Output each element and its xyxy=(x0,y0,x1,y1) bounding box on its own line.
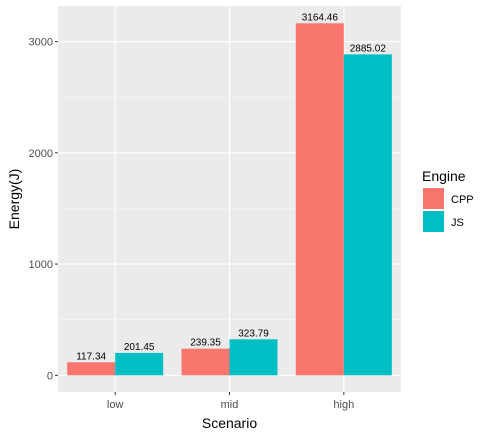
x-axis: low mid high xyxy=(107,392,354,411)
bar-js-high xyxy=(343,54,392,376)
bars xyxy=(67,23,392,376)
bar-cpp-high xyxy=(295,23,344,376)
bar-cpp-mid xyxy=(181,348,230,376)
data-label-js-high: 2885.02 xyxy=(350,43,387,54)
legend-key-js xyxy=(423,211,444,232)
bar-cpp-low xyxy=(67,362,116,376)
legend-label-js: JS xyxy=(451,217,464,229)
x-tick-label: low xyxy=(107,399,124,411)
y-tick-label: 2000 xyxy=(29,148,53,160)
legend: Engine CPP JS xyxy=(422,168,474,232)
data-label-cpp-mid: 239.35 xyxy=(190,338,221,349)
legend-key-cpp xyxy=(423,188,444,209)
y-axis-title: Energy(J) xyxy=(6,169,22,230)
bar-value-labels: 117.34 201.45 239.35 323.79 3164.46 2885.02 xyxy=(76,12,386,362)
y-tick-label: 1000 xyxy=(29,259,53,271)
bar-js-mid xyxy=(229,339,278,376)
bar-js-low xyxy=(115,352,164,376)
x-tick-label: high xyxy=(333,399,354,411)
data-label-js-low: 201.45 xyxy=(124,342,155,353)
data-label-cpp-low: 117.34 xyxy=(76,351,106,362)
y-tick-label: 3000 xyxy=(29,37,53,49)
y-tick-label: 0 xyxy=(47,370,53,382)
x-tick-label: mid xyxy=(221,399,239,411)
legend-label-cpp: CPP xyxy=(451,194,474,206)
data-label-js-mid: 323.79 xyxy=(238,328,269,339)
legend-title: Engine xyxy=(422,168,466,184)
data-label-cpp-high: 3164.46 xyxy=(302,12,339,23)
y-axis: 0 1000 2000 3000 xyxy=(29,37,58,382)
x-axis-title: Scenario xyxy=(202,415,257,431)
